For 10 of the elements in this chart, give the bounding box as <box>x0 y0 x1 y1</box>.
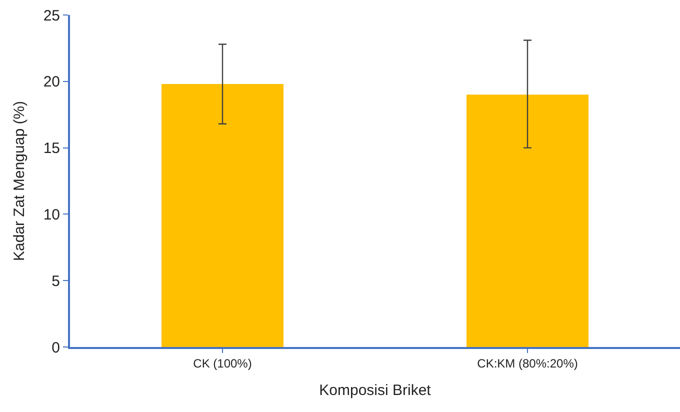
y-tick-label: 10 <box>43 206 60 224</box>
x-tick-label: CK:KM (80%:20%) <box>477 356 578 370</box>
y-tick-label: 20 <box>43 74 60 91</box>
y-tick-label: 5 <box>52 272 60 290</box>
y-tick-label: 25 <box>43 7 60 24</box>
y-tick-label: 0 <box>52 339 60 356</box>
x-axis-title: Komposisi Briket <box>319 382 432 399</box>
y-axis-title: Kadar Zat Menguap (%) <box>11 100 28 262</box>
y-tick-label: 15 <box>43 140 60 158</box>
x-tick-label: CK (100%) <box>193 356 252 370</box>
